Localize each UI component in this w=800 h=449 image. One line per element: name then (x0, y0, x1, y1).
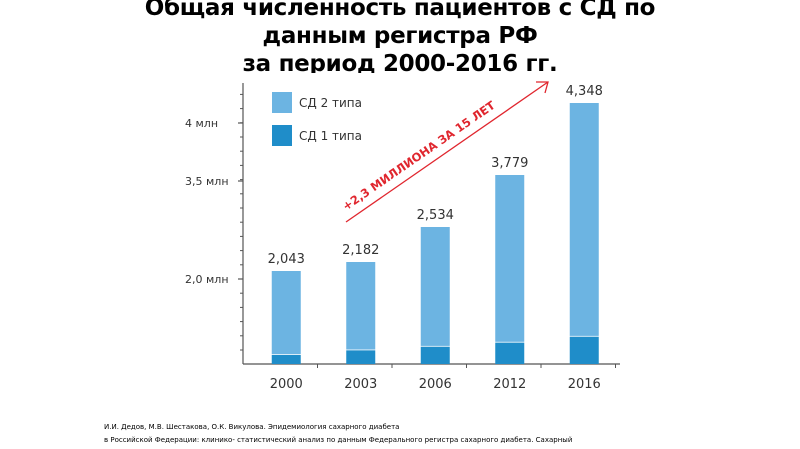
bar-type2-2016 (569, 103, 599, 336)
x-tick-label: 2000 (270, 377, 303, 392)
bar-type1-2012 (495, 342, 525, 364)
footnote: И.И. Дедов, М.В. Шестакова, О.К. Викулов… (104, 421, 572, 447)
y-tick-label: 3,5 млн (185, 175, 229, 188)
x-tick-label: 2003 (344, 377, 377, 392)
data-label-2003: 2,182 (342, 243, 379, 258)
y-tick-label: 2,0 млн (185, 273, 229, 286)
legend-label: СД 2 типа (299, 96, 362, 110)
bar-type2-2003 (346, 262, 376, 350)
bar-type1-2016 (569, 336, 599, 364)
x-tick-label: 2012 (493, 377, 526, 392)
bar-type1-2003 (346, 350, 376, 364)
slide-title: Общая численность пациентов с СД по данн… (0, 0, 800, 78)
data-label-2000: 2,043 (268, 252, 305, 267)
title-line-3: за период 2000-2016 гг. (242, 51, 558, 77)
arrow-head-icon (536, 81, 549, 94)
trend-arrow (345, 81, 549, 223)
y-tick-label: 4 млн (185, 117, 218, 130)
x-tick-label: 2006 (419, 377, 452, 392)
bar-type2-2012 (495, 175, 525, 342)
chart-svg: 2,0 млн 3,5 млн 4 млн 2,043 2000 2,182 2003 2,5… (185, 81, 620, 392)
footnote-line-1: И.И. Дедов, М.В. Шестакова, О.К. Викулов… (104, 423, 400, 431)
footnote-line-2: в Российской Федерации: клинико- статист… (104, 436, 573, 444)
title-line-2: данным регистра РФ (262, 23, 538, 49)
data-label-2006: 2,534 (417, 208, 454, 223)
title-line-1: Общая численность пациентов с СД по (144, 0, 656, 21)
annotation-text: +2,3 МИЛЛИОНА ЗА 15 ЛЕТ (340, 98, 498, 213)
bar-type2-2006 (420, 227, 450, 346)
legend-label: СД 1 типа (299, 129, 362, 143)
data-label-2012: 3,779 (491, 156, 528, 171)
bar-type1-2000 (271, 354, 301, 364)
data-label-2016: 4,348 (566, 84, 603, 99)
legend-swatch (272, 92, 292, 113)
bar-type1-2006 (420, 346, 450, 364)
bar-type2-2000 (271, 271, 301, 355)
chart: 2,0 млн 3,5 млн 4 млн 2,043 2000 2,182 2003 2,5… (160, 73, 620, 403)
legend-swatch (272, 125, 292, 146)
x-tick-label: 2016 (568, 377, 601, 392)
